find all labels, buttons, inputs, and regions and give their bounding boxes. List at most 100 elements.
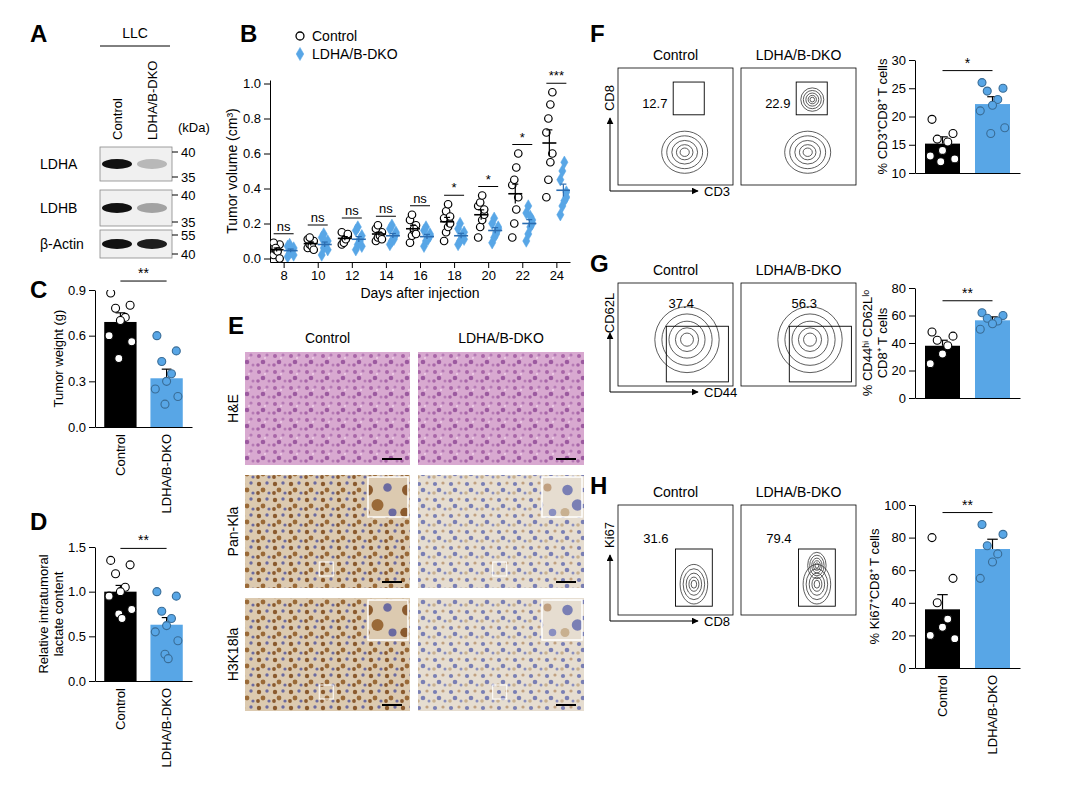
axis-title: CD8 bbox=[704, 614, 730, 629]
data-point bbox=[989, 101, 997, 109]
significance-label: * bbox=[520, 130, 525, 145]
roi-box bbox=[319, 685, 333, 699]
significance-label: ns bbox=[277, 219, 291, 234]
data-point bbox=[107, 556, 115, 564]
bar bbox=[104, 322, 136, 427]
tick-label: 16 bbox=[413, 268, 427, 283]
marker-tick bbox=[172, 222, 178, 223]
data-point bbox=[989, 558, 997, 566]
data-point bbox=[951, 635, 959, 643]
data-point bbox=[174, 637, 182, 645]
tick-mark bbox=[556, 262, 557, 268]
axis: 81012141618202224 bbox=[271, 262, 571, 283]
tick: 16 bbox=[413, 262, 427, 283]
error-cap bbox=[274, 247, 280, 248]
inset bbox=[368, 600, 408, 640]
data-point bbox=[976, 325, 984, 333]
data-point bbox=[933, 599, 941, 607]
contour bbox=[790, 136, 826, 169]
contour bbox=[681, 333, 694, 346]
title-rule bbox=[100, 46, 170, 47]
tick-mark bbox=[89, 681, 95, 682]
data-point bbox=[126, 561, 134, 569]
tick-mark bbox=[264, 84, 270, 85]
panel-letter: E bbox=[228, 312, 244, 339]
data-point bbox=[561, 156, 568, 168]
data-point bbox=[354, 221, 361, 233]
axis-line bbox=[96, 427, 193, 428]
tick: 60 bbox=[892, 563, 915, 578]
tick-mark bbox=[264, 224, 270, 225]
data-point bbox=[474, 234, 481, 241]
tick-label: 20 bbox=[892, 109, 906, 124]
tick: 24 bbox=[550, 262, 564, 283]
panel-letter: B bbox=[240, 20, 257, 47]
tick-label: 0.2 bbox=[243, 216, 261, 231]
bar bbox=[150, 625, 182, 681]
tick-label: 1.5 bbox=[68, 540, 86, 555]
error-bar bbox=[495, 228, 496, 234]
contour bbox=[804, 333, 817, 346]
axis: 1015202530 bbox=[892, 53, 916, 181]
plot-area bbox=[104, 290, 183, 427]
data-point bbox=[994, 550, 1002, 558]
data-point bbox=[543, 194, 550, 201]
contour bbox=[810, 97, 815, 102]
marker-label: 35 bbox=[181, 170, 195, 185]
significance-label: ** bbox=[138, 532, 149, 548]
legend-label: Control bbox=[312, 28, 357, 44]
data-point bbox=[951, 155, 959, 163]
panel-letter: H bbox=[590, 472, 607, 499]
tick-mark bbox=[89, 636, 95, 637]
micrograph bbox=[418, 598, 584, 711]
data-point bbox=[306, 234, 313, 241]
marker-tick bbox=[172, 254, 178, 255]
contour bbox=[803, 90, 821, 108]
axis-title: Ki67 bbox=[602, 522, 617, 548]
tick-label: 0.5 bbox=[68, 629, 86, 644]
tick: 0.9 bbox=[68, 283, 95, 298]
data-point bbox=[525, 200, 532, 212]
tick-label: 20 bbox=[481, 268, 495, 283]
tick-mark bbox=[352, 262, 353, 268]
axis-title: Days after injection bbox=[360, 285, 479, 301]
data-point bbox=[939, 146, 947, 154]
tick-label: 8 bbox=[281, 268, 288, 283]
axis-line bbox=[96, 681, 193, 682]
plot-title: LDHA/B-DKO bbox=[756, 47, 842, 63]
contour bbox=[691, 580, 697, 588]
data-point bbox=[167, 370, 175, 378]
error-bar bbox=[563, 184, 564, 196]
axis-title: CD3 bbox=[704, 184, 730, 199]
axis: 0.00.30.60.9 bbox=[68, 283, 96, 435]
blot-title: LLC bbox=[122, 25, 148, 41]
gate bbox=[789, 326, 851, 382]
tick: 0.6 bbox=[243, 146, 270, 161]
roi-box bbox=[493, 562, 507, 576]
data-point bbox=[928, 534, 936, 542]
blot-band bbox=[137, 203, 167, 213]
data-point bbox=[118, 614, 126, 622]
tick-mark bbox=[264, 189, 270, 190]
plot-area bbox=[925, 521, 1010, 668]
data-point bbox=[937, 158, 945, 166]
error-bar bbox=[426, 234, 427, 239]
data-point bbox=[406, 239, 413, 246]
tick-label: 24 bbox=[550, 268, 564, 283]
significance-label: ** bbox=[962, 285, 973, 301]
histology-panel: ControlLDHA/B-DKOH&EPan-KlaH3K18la bbox=[225, 330, 584, 711]
data-point bbox=[286, 238, 293, 250]
tick-label: 20 bbox=[892, 363, 906, 378]
column-title: LDHA/B-DKO bbox=[458, 330, 544, 346]
tick-mark bbox=[318, 262, 319, 268]
plot-frame bbox=[741, 505, 856, 615]
data-point bbox=[274, 248, 281, 255]
blot-band bbox=[137, 159, 167, 169]
mean-line bbox=[284, 250, 298, 252]
tick-mark bbox=[909, 570, 915, 571]
contour bbox=[662, 131, 708, 173]
data-point bbox=[928, 328, 936, 336]
tick: LDHA/B-DKO bbox=[985, 675, 1000, 754]
error-cap bbox=[492, 227, 498, 228]
tick-label: 10 bbox=[892, 166, 906, 181]
